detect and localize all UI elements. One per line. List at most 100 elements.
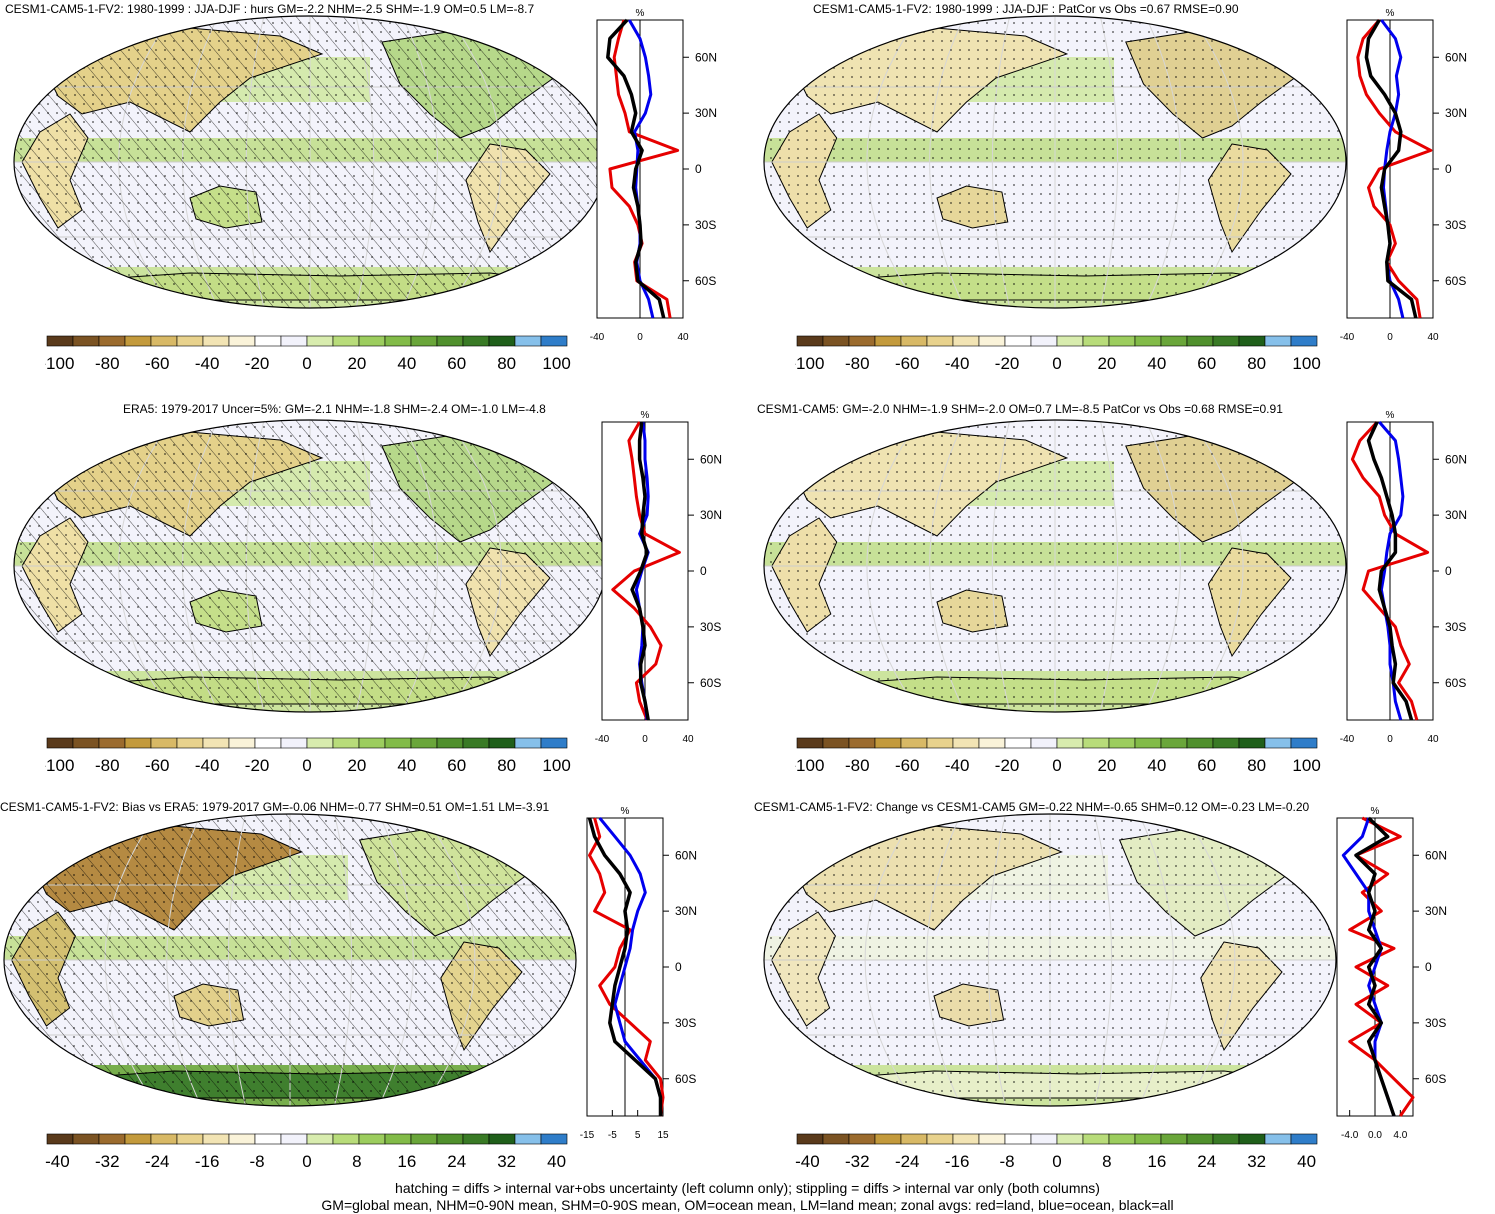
lat-tick-label: 0 xyxy=(1445,564,1452,578)
panel-3: ERA5: 1979-2017 Uncer=5%: GM=-2.1 NHM=-1… xyxy=(0,400,745,780)
colorbar-swatch xyxy=(46,1133,74,1145)
colorbar: -40 -32 -24 -16 -8 0 8 16 24 32 40 xyxy=(795,1133,1318,1171)
colorbar-swatch xyxy=(822,335,850,347)
panel-1: CESM1-CAM5-1-FV2: 1980-1999 : JJA-DJF : … xyxy=(0,0,745,380)
unit-label: % xyxy=(641,410,650,421)
colorbar-swatch xyxy=(46,737,74,749)
colorbar-label: -100 xyxy=(45,756,74,775)
colorbar-label: 8 xyxy=(352,1152,361,1171)
colorbar-swatch xyxy=(254,1133,282,1145)
colorbar-label: 20 xyxy=(1097,354,1116,373)
colorbar-swatch xyxy=(1108,737,1136,749)
zonal-mean-chart: % 60N 30N 0 30S 60S -40 0 40 xyxy=(1340,8,1467,342)
colorbar-swatch xyxy=(1238,737,1266,749)
stippling-overlay xyxy=(4,814,576,1106)
lat-tick-label: 30N xyxy=(1445,508,1467,522)
colorbar-swatch xyxy=(1264,335,1292,347)
colorbar-swatch xyxy=(1212,335,1240,347)
map-border xyxy=(763,15,1347,309)
colorbar-label: 32 xyxy=(1247,1152,1266,1171)
colorbar-label: 20 xyxy=(347,354,366,373)
colorbar: -100 -80 -60 -40 -20 0 20 40 60 80 100 xyxy=(45,335,571,373)
colorbar-swatch xyxy=(540,1133,568,1145)
colorbar-swatch xyxy=(1264,1133,1292,1145)
colorbar-swatch xyxy=(410,737,438,749)
zonal-series-all xyxy=(1354,816,1396,1117)
colorbar-label: -40 xyxy=(795,1152,820,1171)
map-robinson xyxy=(3,813,577,1107)
colorbar-swatch xyxy=(358,1133,386,1145)
x-tick-label: 40 xyxy=(1427,332,1439,342)
map-robinson xyxy=(763,419,1347,713)
zonal-series-land xyxy=(1348,816,1415,1117)
colorbar-swatch xyxy=(254,335,282,347)
colorbar-label: 40 xyxy=(1297,1152,1316,1171)
colorbar-swatch xyxy=(150,1133,178,1145)
zonal-mean-chart: % 60N 30N 0 30S 60S -4.0 0.0 4.0 xyxy=(1336,806,1447,1140)
stippling-overlay xyxy=(14,420,606,712)
colorbar-swatch xyxy=(926,335,954,347)
colorbar-label: 0 xyxy=(302,756,311,775)
lat-tick-label: 60S xyxy=(695,274,716,288)
colorbar-swatch xyxy=(874,335,902,347)
colorbar-swatch xyxy=(1082,1133,1110,1145)
colorbar-swatch xyxy=(124,737,152,749)
colorbar-swatch xyxy=(822,1133,850,1145)
colorbar-swatch xyxy=(1134,737,1162,749)
colorbar-label: 80 xyxy=(497,354,516,373)
colorbar-label: -80 xyxy=(845,354,870,373)
colorbar-label: -40 xyxy=(195,354,220,373)
colorbar-swatch xyxy=(1238,335,1266,347)
colorbar-swatch xyxy=(1108,335,1136,347)
unit-label: % xyxy=(1386,410,1395,421)
colorbar-label: 0 xyxy=(302,1152,311,1171)
colorbar-label: 40 xyxy=(397,756,416,775)
lat-tick-label: 30N xyxy=(675,904,697,918)
colorbar-label: -20 xyxy=(995,756,1020,775)
colorbar-label: 0 xyxy=(1052,756,1061,775)
colorbar-swatch xyxy=(280,1133,308,1145)
colorbar-swatch xyxy=(306,335,334,347)
colorbar-swatch xyxy=(202,737,230,749)
colorbar-label: -60 xyxy=(145,756,170,775)
colorbar-swatch xyxy=(874,737,902,749)
colorbar-swatch xyxy=(796,1133,824,1145)
unit-label: % xyxy=(1386,8,1395,19)
panel-6: CESM1-CAM5-1-FV2: Change vs CESM1-CAM5 G… xyxy=(750,798,1495,1178)
stippling-overlay xyxy=(764,814,1336,1106)
colorbar-label: 100 xyxy=(542,756,570,775)
colorbar-label: 40 xyxy=(547,1152,566,1171)
colorbar-label: -40 xyxy=(945,354,970,373)
colorbar-swatch xyxy=(254,737,282,749)
colorbar-swatch xyxy=(1056,335,1084,347)
colorbar-swatch xyxy=(98,737,126,749)
colorbar-swatch xyxy=(1186,1133,1214,1145)
colorbar-swatch xyxy=(280,737,308,749)
colorbar-label: 60 xyxy=(447,354,466,373)
colorbar-label: 60 xyxy=(447,756,466,775)
colorbar-swatch xyxy=(952,737,980,749)
colorbar: -100 -80 -60 -40 -20 0 20 40 60 80 100 xyxy=(45,737,571,775)
colorbar-swatch xyxy=(1030,335,1058,347)
colorbar-label: 40 xyxy=(397,354,416,373)
colorbar-swatch xyxy=(848,737,876,749)
colorbar-swatch xyxy=(1056,1133,1084,1145)
colorbar-swatch xyxy=(306,737,334,749)
colorbar-swatch xyxy=(900,737,928,749)
colorbar-swatch xyxy=(228,335,256,347)
stippling-overlay xyxy=(14,16,606,308)
colorbar-swatch xyxy=(436,1133,464,1145)
colorbar-swatch xyxy=(1212,737,1240,749)
colorbar-swatch xyxy=(436,335,464,347)
footnote-line-1: hatching = diffs > internal var+obs unce… xyxy=(395,1180,1100,1196)
colorbar-label: -60 xyxy=(895,354,920,373)
colorbar-swatch xyxy=(540,737,568,749)
colorbar-label: 80 xyxy=(1247,354,1266,373)
colorbar-label: -80 xyxy=(95,756,120,775)
colorbar-swatch xyxy=(72,335,100,347)
colorbar-swatch xyxy=(1290,737,1318,749)
colorbar-swatch xyxy=(926,1133,954,1145)
zonal-series-ocean xyxy=(1378,421,1405,721)
stippling-overlay xyxy=(764,420,1346,712)
colorbar-swatch xyxy=(796,737,824,749)
